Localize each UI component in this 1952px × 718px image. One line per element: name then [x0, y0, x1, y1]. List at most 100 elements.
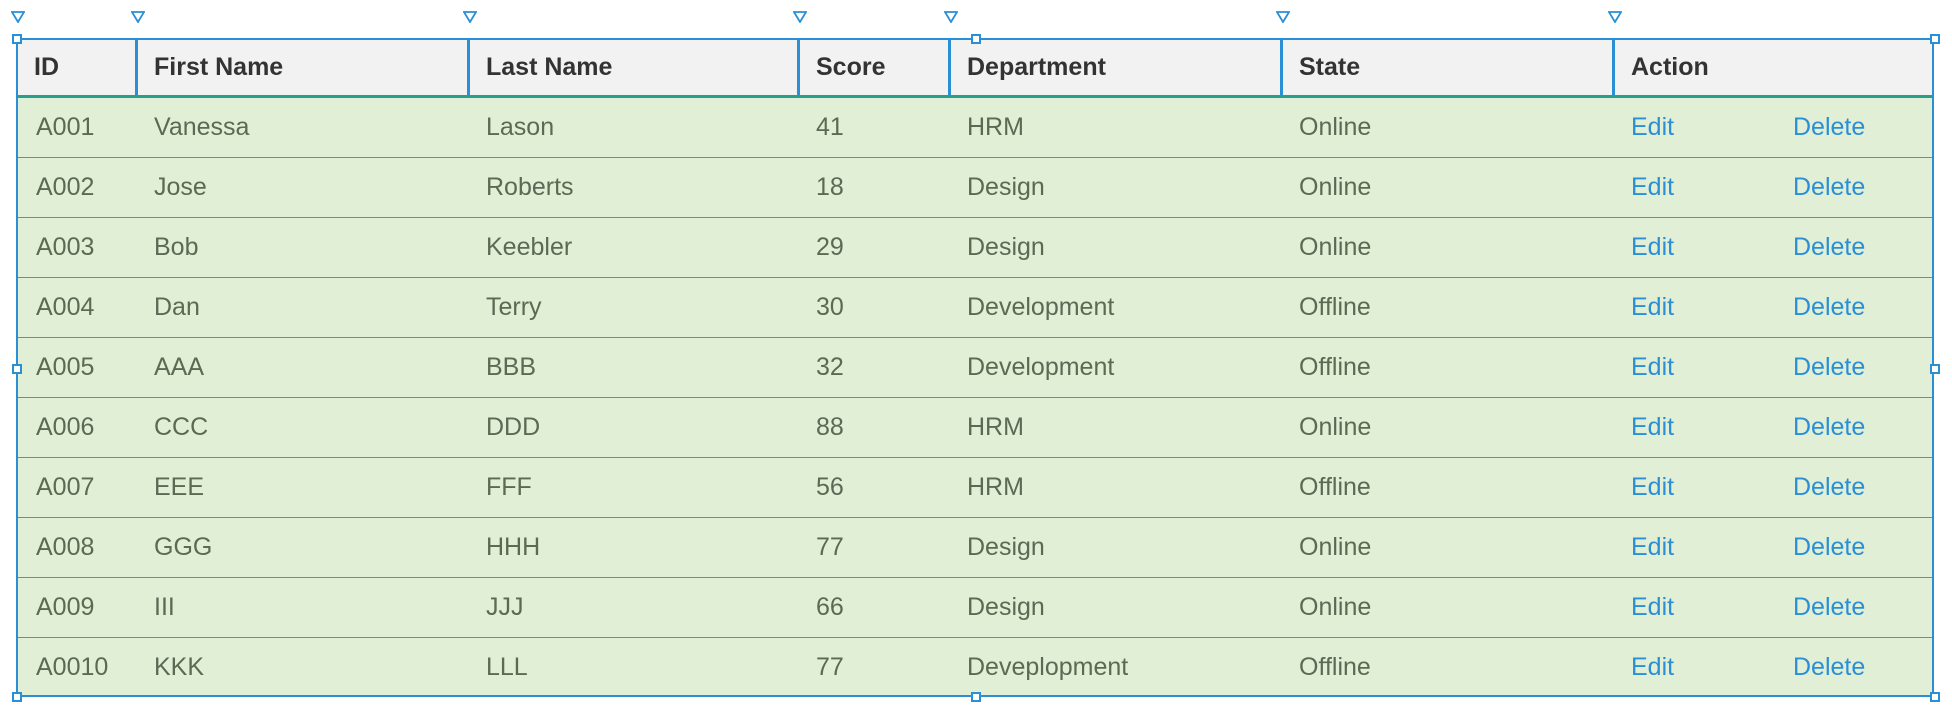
cell-id: A001 — [36, 113, 95, 141]
column-header-score[interactable]: Score — [816, 53, 886, 81]
cell-last-name: Keebler — [486, 233, 573, 261]
column-divider[interactable] — [135, 40, 138, 95]
selection-handle-icon[interactable] — [971, 34, 981, 44]
column-divider[interactable] — [1280, 40, 1283, 95]
table-row[interactable]: A002 Jose Roberts 18 Design Online Edit Delete — [18, 158, 1932, 218]
delete-link[interactable]: Delete — [1793, 113, 1866, 141]
column-header-department[interactable]: Department — [967, 53, 1106, 81]
selection-handle-icon[interactable] — [12, 34, 22, 44]
table-row[interactable]: A005 AAA BBB 32 Development Offline Edit Delete — [18, 338, 1932, 398]
cell-last-name: JJJ — [486, 593, 524, 621]
cell-department: Design — [967, 593, 1045, 621]
cell-score: 77 — [816, 533, 844, 561]
cell-state: Offline — [1299, 353, 1371, 381]
cell-score: 30 — [816, 293, 844, 321]
cell-first-name: Dan — [154, 293, 200, 321]
edit-link[interactable]: Edit — [1631, 173, 1675, 201]
selection-handle-icon[interactable] — [1930, 34, 1940, 44]
cell-score: 29 — [816, 233, 844, 261]
table-body: A001 Vanessa Lason 41 HRM Online Edit Delete A00… — [18, 98, 1932, 695]
delete-link[interactable]: Delete — [1793, 293, 1866, 321]
cell-state: Online — [1299, 593, 1372, 621]
edit-link[interactable]: Edit — [1631, 413, 1675, 441]
selection-handle-icon[interactable] — [12, 364, 22, 374]
cell-score: 66 — [816, 593, 844, 621]
table-row[interactable]: A0010 KKK LLL 77 Deveplopment Offline Edit Dele… — [18, 638, 1932, 698]
cell-first-name: EEE — [154, 473, 205, 501]
table-row[interactable]: A006 CCC DDD 88 HRM Online Edit Delete — [18, 398, 1932, 458]
table-row[interactable]: A008 GGG HHH 77 Design Online Edit Delete — [18, 518, 1932, 578]
cell-score: 56 — [816, 473, 844, 501]
cell-id: A002 — [36, 173, 95, 201]
table-row[interactable]: A009 III JJJ 66 Design Online Edit Delete — [18, 578, 1932, 638]
cell-last-name: FFF — [486, 473, 532, 501]
cell-id: A008 — [36, 533, 95, 561]
cell-state: Offline — [1299, 293, 1371, 321]
cell-department: HRM — [967, 413, 1024, 441]
edit-link[interactable]: Edit — [1631, 353, 1675, 381]
cell-id: A006 — [36, 413, 95, 441]
cell-first-name: Bob — [154, 233, 199, 261]
cell-department: Design — [967, 233, 1045, 261]
delete-link[interactable]: Delete — [1793, 233, 1866, 261]
delete-link[interactable]: Delete — [1793, 593, 1866, 621]
cell-id: A009 — [36, 593, 95, 621]
edit-link[interactable]: Edit — [1631, 113, 1675, 141]
cell-score: 32 — [816, 353, 844, 381]
delete-link[interactable]: Delete — [1793, 413, 1866, 441]
cell-state: Online — [1299, 173, 1372, 201]
selection-handle-icon[interactable] — [1930, 692, 1940, 702]
cell-department: Design — [967, 173, 1045, 201]
selection-handle-icon[interactable] — [1930, 364, 1940, 374]
table-row[interactable]: A003 Bob Keebler 29 Design Online Edit Delete — [18, 218, 1932, 278]
cell-department: Design — [967, 533, 1045, 561]
table-row[interactable]: A001 Vanessa Lason 41 HRM Online Edit Delete — [18, 98, 1932, 158]
cell-state: Online — [1299, 113, 1372, 141]
table-header: ID First Name Last Name Score Department… — [18, 40, 1932, 98]
edit-link[interactable]: Edit — [1631, 653, 1675, 681]
delete-link[interactable]: Delete — [1793, 173, 1866, 201]
cell-score: 18 — [816, 173, 844, 201]
cell-state: Offline — [1299, 473, 1371, 501]
column-header-state[interactable]: State — [1299, 53, 1361, 81]
table-row[interactable]: A007 EEE FFF 56 HRM Offline Edit Delete — [18, 458, 1932, 518]
cell-last-name: Terry — [486, 293, 542, 321]
data-table[interactable]: ID First Name Last Name Score Department… — [16, 38, 1934, 697]
cell-first-name: Jose — [154, 173, 207, 201]
column-divider[interactable] — [467, 40, 470, 95]
selection-handle-icon[interactable] — [12, 692, 22, 702]
table-row[interactable]: A004 Dan Terry 30 Development Offline Edit Dele… — [18, 278, 1932, 338]
edit-link[interactable]: Edit — [1631, 233, 1675, 261]
column-divider[interactable] — [948, 40, 951, 95]
cell-state: Online — [1299, 533, 1372, 561]
cell-id: A003 — [36, 233, 95, 261]
column-divider[interactable] — [797, 40, 800, 95]
cell-department: Deveplopment — [967, 653, 1129, 681]
cell-id: A007 — [36, 473, 95, 501]
cell-first-name: KKK — [154, 653, 205, 681]
delete-link[interactable]: Delete — [1793, 533, 1866, 561]
cell-last-name: BBB — [486, 353, 537, 381]
delete-link[interactable]: Delete — [1793, 473, 1866, 501]
cell-id: A005 — [36, 353, 95, 381]
column-header-last-name[interactable]: Last Name — [486, 53, 613, 81]
cell-first-name: GGG — [154, 533, 213, 561]
edit-link[interactable]: Edit — [1631, 593, 1675, 621]
edit-link[interactable]: Edit — [1631, 293, 1675, 321]
column-divider[interactable] — [1612, 40, 1615, 95]
delete-link[interactable]: Delete — [1793, 653, 1866, 681]
cell-department: Development — [967, 293, 1115, 321]
selection-handle-icon[interactable] — [971, 692, 981, 702]
column-header-action[interactable]: Action — [1631, 53, 1709, 81]
cell-id: A004 — [36, 293, 95, 321]
edit-link[interactable]: Edit — [1631, 473, 1675, 501]
cell-last-name: HHH — [486, 533, 541, 561]
cell-first-name: CCC — [154, 413, 209, 441]
column-header-id[interactable]: ID — [34, 53, 59, 81]
edit-link[interactable]: Edit — [1631, 533, 1675, 561]
cell-score: 88 — [816, 413, 844, 441]
column-header-first-name[interactable]: First Name — [154, 53, 284, 81]
cell-state: Online — [1299, 413, 1372, 441]
delete-link[interactable]: Delete — [1793, 353, 1866, 381]
